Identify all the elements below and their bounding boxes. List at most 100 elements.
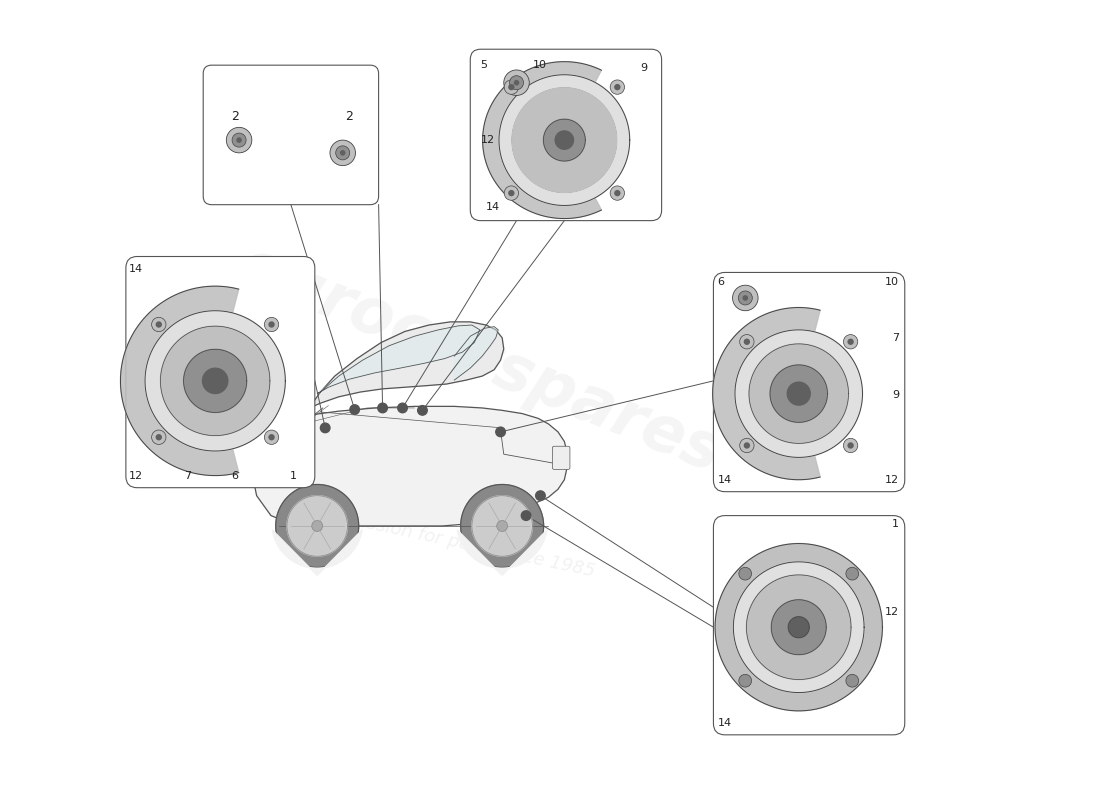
Circle shape [152,318,166,332]
Text: 5: 5 [481,60,487,70]
Circle shape [155,434,162,441]
Text: 10: 10 [886,277,899,286]
Circle shape [847,442,854,449]
Polygon shape [454,326,498,380]
Circle shape [268,434,275,441]
Polygon shape [771,600,826,654]
Polygon shape [145,310,285,451]
Polygon shape [735,330,862,458]
FancyBboxPatch shape [714,273,905,492]
Circle shape [377,403,387,413]
Text: 1: 1 [892,519,899,529]
Polygon shape [543,119,585,161]
Text: 10: 10 [532,60,547,70]
Text: 9: 9 [892,390,899,400]
Circle shape [846,567,859,580]
Polygon shape [483,62,602,218]
Circle shape [496,427,505,437]
Circle shape [739,674,751,687]
Circle shape [744,338,750,345]
Circle shape [418,406,427,415]
Circle shape [739,334,754,349]
Text: 14: 14 [129,264,143,274]
Polygon shape [556,131,573,150]
Text: 12: 12 [481,135,495,145]
Polygon shape [770,365,827,422]
Circle shape [844,438,858,453]
Circle shape [236,138,242,143]
Text: 12: 12 [886,475,899,486]
Circle shape [155,322,162,328]
Polygon shape [317,325,480,394]
Circle shape [742,295,748,301]
Polygon shape [202,368,228,394]
FancyBboxPatch shape [250,442,279,458]
Circle shape [610,80,625,94]
Polygon shape [273,530,362,575]
Circle shape [536,491,546,501]
Circle shape [733,286,758,310]
Text: 6: 6 [717,277,725,286]
Polygon shape [161,326,270,435]
Polygon shape [287,496,348,556]
Circle shape [268,322,275,328]
Circle shape [504,186,518,200]
Polygon shape [499,74,629,206]
Circle shape [504,80,518,94]
FancyBboxPatch shape [714,515,905,735]
Circle shape [846,674,859,687]
Circle shape [311,521,322,531]
Text: 9: 9 [640,63,647,73]
Polygon shape [734,562,865,693]
Circle shape [614,84,620,90]
Polygon shape [121,286,239,475]
Circle shape [508,84,515,90]
Text: a passion for parts since 1985: a passion for parts since 1985 [328,506,597,581]
Text: eurocarspares: eurocarspares [229,234,730,486]
Circle shape [521,511,531,520]
Text: 2: 2 [231,110,239,122]
Text: 12: 12 [886,607,899,617]
Polygon shape [713,307,821,480]
Circle shape [504,70,529,95]
Text: 1: 1 [289,471,297,482]
Text: 2: 2 [345,110,353,122]
Polygon shape [788,382,811,405]
Polygon shape [715,543,882,711]
Circle shape [264,430,278,445]
Circle shape [614,190,620,196]
Circle shape [398,403,407,413]
Polygon shape [276,485,359,567]
Circle shape [336,146,350,160]
Polygon shape [472,496,532,556]
Text: 14: 14 [717,475,732,486]
Text: 12: 12 [129,471,143,482]
Polygon shape [749,344,848,443]
Circle shape [497,521,507,531]
Circle shape [152,430,166,445]
Text: 6: 6 [232,471,239,482]
Polygon shape [747,575,851,679]
Circle shape [227,127,252,153]
Circle shape [844,334,858,349]
Circle shape [232,133,246,147]
Circle shape [847,338,854,345]
Polygon shape [184,350,246,413]
FancyBboxPatch shape [471,50,661,221]
Circle shape [330,140,355,166]
Circle shape [514,80,519,86]
Polygon shape [789,617,810,638]
Text: 7: 7 [892,333,899,342]
Circle shape [739,438,754,453]
Circle shape [350,405,360,414]
FancyBboxPatch shape [125,257,315,488]
Circle shape [744,442,750,449]
Polygon shape [461,485,543,567]
Circle shape [509,76,524,90]
Circle shape [610,186,625,200]
Text: 14: 14 [717,718,732,729]
Circle shape [508,190,515,196]
FancyBboxPatch shape [204,65,378,205]
Circle shape [264,318,278,332]
Circle shape [739,567,751,580]
